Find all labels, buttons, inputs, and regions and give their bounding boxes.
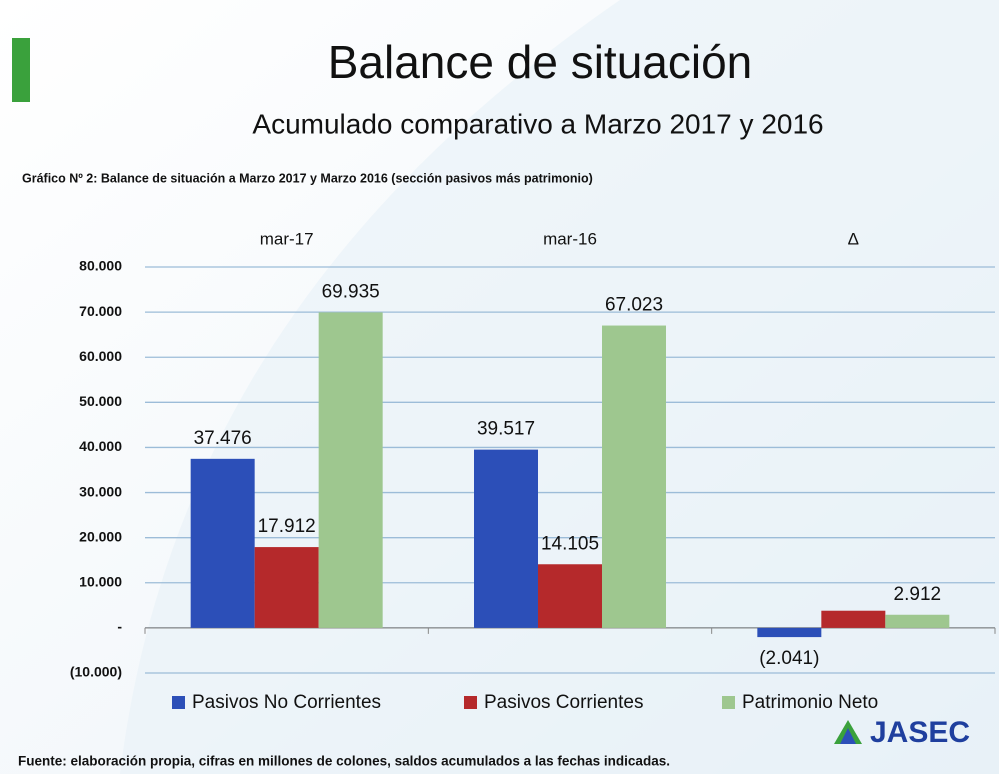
y-tick-label: 70.000 xyxy=(79,303,122,319)
accent-bar xyxy=(12,38,30,102)
y-tick-label: 40.000 xyxy=(79,438,122,454)
legend-swatch xyxy=(464,696,477,709)
bar xyxy=(190,458,255,628)
y-tick-label: 10.000 xyxy=(79,573,122,589)
legend-swatch xyxy=(172,696,185,709)
data-label: 17.912 xyxy=(258,516,316,537)
bar xyxy=(821,610,886,628)
y-tick-label: 20.000 xyxy=(79,528,122,544)
data-label: 69.935 xyxy=(322,281,380,302)
data-label: 14.105 xyxy=(541,533,599,554)
data-label: 2.912 xyxy=(894,584,942,605)
y-tick-label: (10.000) xyxy=(70,664,122,680)
category-label: Δ xyxy=(848,229,859,248)
legend-label: Pasivos Corrientes xyxy=(484,692,643,713)
bar xyxy=(885,614,950,628)
bar xyxy=(602,325,666,628)
chart-title: Balance de situación xyxy=(328,36,753,88)
data-label: 37.476 xyxy=(194,428,252,449)
bar xyxy=(757,627,822,638)
data-label: 67.023 xyxy=(605,295,663,316)
y-tick-label: - xyxy=(117,619,122,635)
bar xyxy=(538,564,602,628)
y-tick-label: 30.000 xyxy=(79,483,122,499)
source-note: Fuente: elaboración propia, cifras en mi… xyxy=(18,754,670,769)
legend-label: Patrimonio Neto xyxy=(742,692,878,713)
chart-caption: Gráfico Nº 2: Balance de situación a Mar… xyxy=(22,171,593,185)
y-tick-label: 50.000 xyxy=(79,393,122,409)
data-label: 39.517 xyxy=(477,419,535,440)
category-label: mar-17 xyxy=(260,229,314,248)
bar xyxy=(254,547,319,628)
legend-swatch xyxy=(722,696,735,709)
logo-text: JASEC xyxy=(870,716,970,749)
legend-label: Pasivos No Corrientes xyxy=(192,692,381,713)
y-tick-label: 60.000 xyxy=(79,348,122,364)
y-tick-label: 80.000 xyxy=(79,258,122,274)
bar xyxy=(474,449,538,628)
category-label: mar-16 xyxy=(543,229,597,248)
data-label: (2.041) xyxy=(759,648,819,669)
bar xyxy=(318,312,383,628)
logo-icon-inner xyxy=(840,728,856,744)
chart-subtitle: Acumulado comparativo a Marzo 2017 y 201… xyxy=(252,108,823,139)
